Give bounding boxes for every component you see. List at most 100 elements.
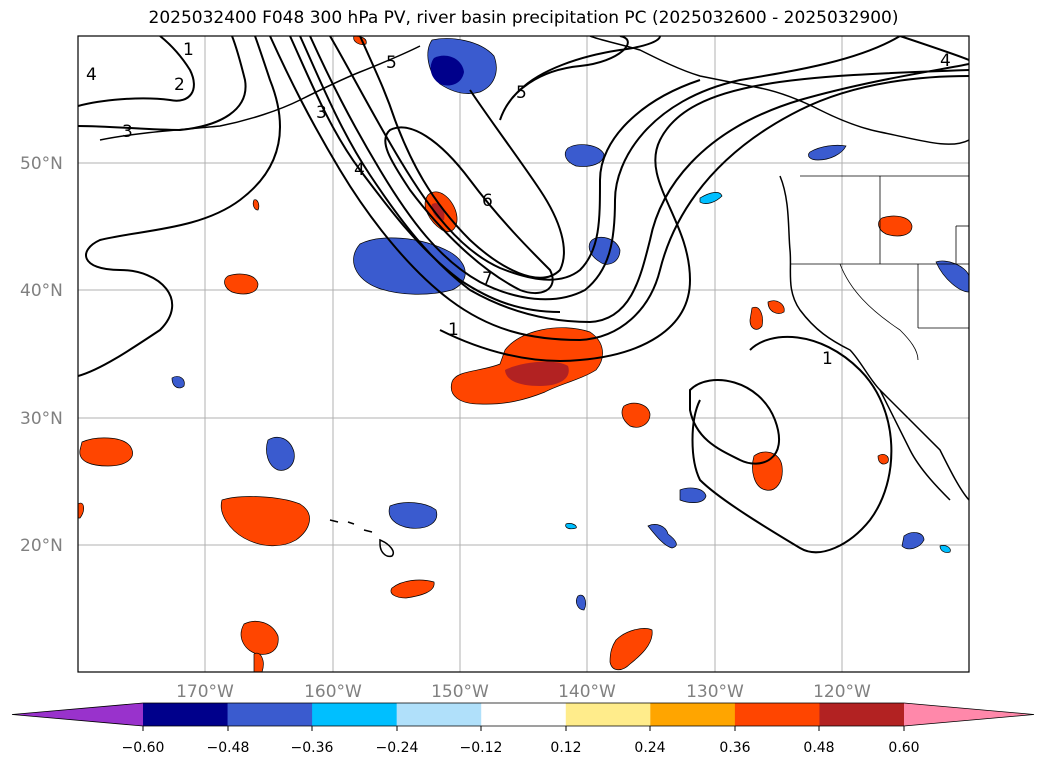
colorbar: −0.60 −0.48 −0.36 −0.24 −0.12 0.12 0.24 0.36 0.4… — [11, 702, 1035, 756]
contour-label: 3 — [316, 103, 327, 123]
precip-blob — [430, 55, 464, 86]
precip-blob — [220, 496, 310, 547]
colorbar-swatch — [396, 703, 482, 726]
colorbar-swatch — [312, 703, 398, 726]
precip-blob — [252, 199, 260, 211]
lon-label: 130°W — [686, 682, 744, 702]
pv-contour-1 — [691, 335, 893, 554]
latitude-labels: 50°N 40°N 30°N 20°N — [20, 154, 63, 556]
colorbar-extend-high — [904, 703, 1034, 726]
precip-blob — [609, 628, 653, 671]
precip-blob — [699, 192, 723, 204]
precip-blob — [935, 260, 969, 293]
longitude-labels: 170°W 160°W 150°W 140°W 130°W 120°W — [176, 682, 871, 702]
pv-contour-east — [899, 36, 969, 61]
colorbar-tick-label: 0.48 — [803, 740, 834, 756]
coastlines — [99, 36, 969, 558]
pv-contour-7 — [359, 36, 565, 279]
lat-label: 30°N — [20, 409, 63, 429]
colorbar-tick-label: −0.48 — [207, 740, 250, 756]
map-frame — [77, 35, 970, 673]
contour-labels: 1 2 3 4 5 6 7 1 1 3 4 4 5 — [86, 40, 951, 369]
colorbar-swatch — [481, 703, 567, 726]
pv-contour-3 — [78, 36, 247, 132]
aleutians — [99, 45, 421, 141]
lat-label: 50°N — [20, 154, 63, 174]
colorbar-tick-label: 0.36 — [719, 740, 750, 756]
pv-contour-ring — [384, 126, 554, 295]
positive-precip-areas — [78, 36, 913, 672]
contour-label: 1 — [822, 349, 833, 369]
precip-blob — [253, 652, 264, 672]
precip-blob — [388, 502, 438, 529]
pv-contour-1 — [689, 379, 781, 465]
contour-label: 6 — [482, 191, 493, 211]
pv-contour-upper2 — [519, 36, 661, 91]
precip-blob — [877, 454, 889, 465]
negative-precip-areas — [171, 38, 969, 611]
state-borders — [790, 175, 969, 361]
colorbar-tick-label: 0.60 — [888, 740, 919, 756]
contour-label: 3 — [122, 122, 133, 142]
precip-blob — [576, 594, 586, 611]
lat-label: 20°N — [20, 536, 63, 556]
precip-blob — [621, 402, 651, 428]
lon-label: 140°W — [558, 682, 616, 702]
west-coast — [779, 175, 969, 501]
precip-blob — [240, 621, 279, 655]
precip-blob — [679, 487, 707, 503]
pv-contour-4b — [299, 36, 969, 324]
lon-label: 120°W — [813, 682, 871, 702]
precip-blob — [767, 300, 785, 314]
contour-label: 5 — [386, 53, 397, 73]
colorbar-extend-low — [12, 703, 143, 726]
colorbar-swatch — [565, 703, 651, 726]
contour-label: 2 — [174, 75, 185, 95]
contour-label: 4 — [86, 65, 97, 85]
colorbar-tick-label: 0.12 — [550, 740, 581, 756]
precip-blob — [564, 144, 605, 167]
precip-blob — [808, 144, 847, 161]
precip-blob — [390, 579, 435, 599]
colorbar-swatch — [143, 703, 229, 726]
precip-blob — [565, 523, 577, 530]
precip-blob — [939, 545, 951, 553]
colorbar-swatch — [734, 703, 820, 726]
contour-label: 7 — [482, 269, 493, 289]
contour-label: 4 — [354, 160, 365, 180]
precip-blob — [171, 376, 185, 389]
map-title: 2025032400 F048 300 hPa PV, river basin … — [148, 8, 899, 28]
lon-label: 160°W — [304, 682, 362, 702]
precip-blob — [749, 306, 763, 330]
hawaii — [329, 519, 394, 558]
north-america-coast — [589, 36, 969, 145]
precip-blob — [224, 273, 259, 295]
precip-blob — [647, 524, 677, 549]
precip-blob — [78, 502, 84, 519]
colorbar-swatch — [227, 703, 313, 726]
colorbar-tick-label: 0.24 — [634, 740, 665, 756]
contour-label: 1 — [183, 40, 194, 60]
colorbar-tick-label: −0.24 — [376, 740, 419, 756]
precip-blob — [79, 437, 133, 467]
precip-blob — [878, 215, 913, 237]
colorbar-swatch — [819, 703, 905, 726]
pv-contour-upper — [499, 36, 629, 121]
contour-label: 1 — [448, 320, 459, 340]
lon-label: 170°W — [176, 682, 234, 702]
contour-label: 5 — [516, 83, 527, 103]
colorbar-tick-label: −0.60 — [122, 740, 165, 756]
pv-contour-3b — [289, 36, 561, 313]
precip-blob — [901, 532, 925, 550]
lon-label: 150°W — [431, 682, 489, 702]
baja-peninsula — [879, 389, 951, 501]
precip-blob — [752, 451, 783, 491]
pv-contour-1 — [78, 36, 281, 377]
pv-contour-2 — [78, 36, 195, 107]
pv-contour-4 — [269, 36, 969, 342]
lat-label: 40°N — [20, 281, 63, 301]
contour-label: 4 — [940, 51, 951, 71]
colorbar-swatch — [650, 703, 736, 726]
colorbar-tick-label: −0.36 — [291, 740, 334, 756]
